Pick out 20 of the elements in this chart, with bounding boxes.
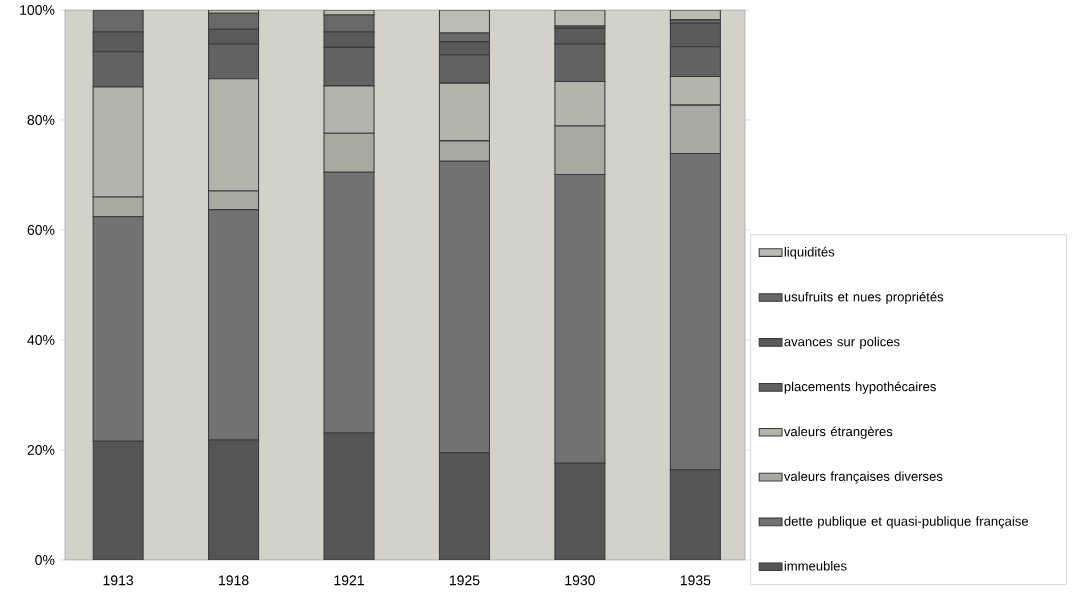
y-tick-label: 80% — [27, 115, 55, 125]
legend-label: placements hypothécaires — [784, 381, 936, 394]
y-tick-label: 100% — [20, 5, 55, 15]
x-tick-label: 1935 — [680, 575, 711, 586]
legend-label: avances sur polices — [784, 336, 900, 349]
y-tick-label: 60% — [27, 225, 55, 235]
x-tick-label: 1921 — [334, 575, 364, 586]
x-tick-label: 1913 — [103, 575, 134, 586]
legend-label: valeurs françaises diverses — [783, 471, 943, 484]
x-tick-label: 1930 — [565, 575, 595, 586]
y-tick-label: 20% — [27, 445, 55, 455]
legend-label: valeurs étrangères — [783, 426, 893, 439]
y-tick-label: 0% — [35, 555, 55, 565]
y-tick-label: 40% — [27, 335, 55, 345]
legend-label: liquidités — [784, 246, 835, 260]
legend-label: immeubles — [784, 560, 847, 571]
legend-label: dette publique et quasi-publique française — [784, 516, 1029, 529]
legend-label: usufruits et nues propriétés — [784, 291, 944, 305]
x-tick-label: 1918 — [219, 575, 249, 586]
x-tick-label: 1925 — [449, 575, 480, 586]
